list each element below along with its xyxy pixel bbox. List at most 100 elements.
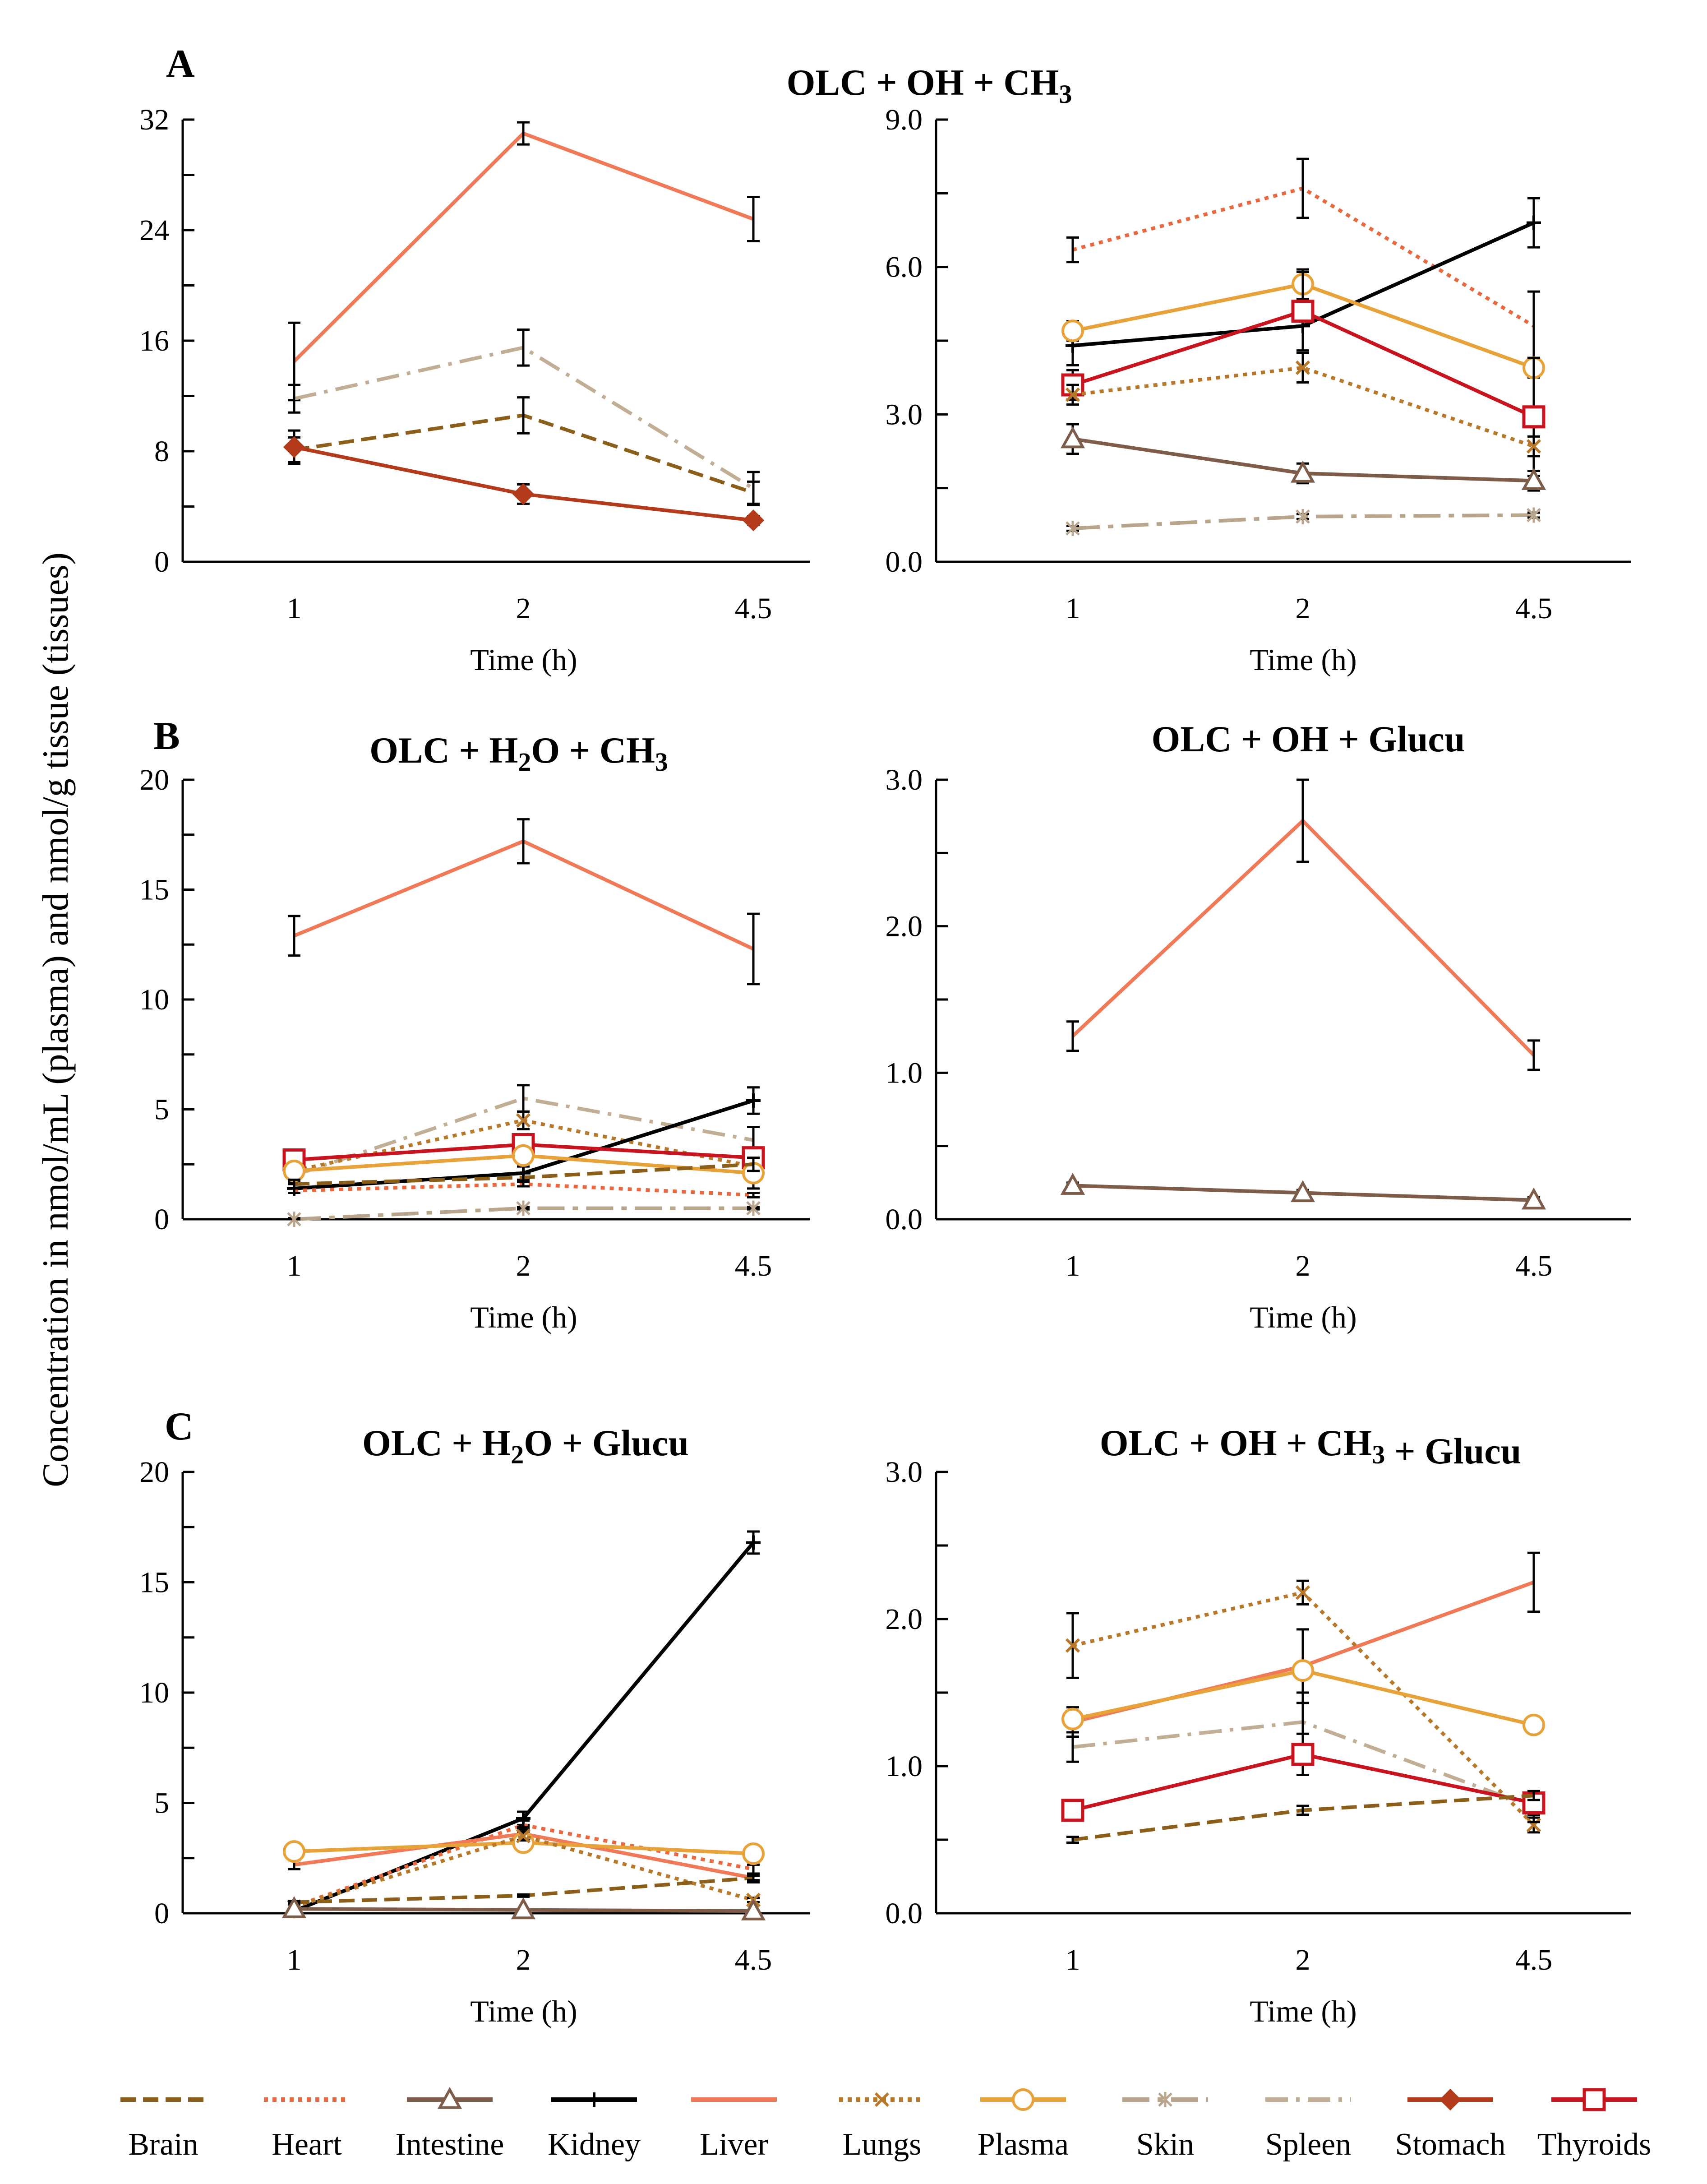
legend-marker <box>1012 2088 1034 2111</box>
data-point <box>1061 319 1084 342</box>
chart-title: OLC + OH + Glucu <box>1152 718 1465 759</box>
data-point <box>1527 215 1541 230</box>
error-bar <box>1066 1835 1079 1844</box>
series-heart <box>288 1180 760 1198</box>
data-point <box>1290 460 1315 483</box>
error-bar <box>747 1874 760 1882</box>
series-intestine <box>281 1896 766 1920</box>
error-bar <box>1527 1551 1540 1613</box>
y-tick-label: 3.0 <box>886 398 923 431</box>
legend-item-kidney: Kidney <box>548 2092 641 2162</box>
data-point <box>746 1200 761 1216</box>
data-point <box>1522 405 1546 429</box>
x-tick-label: 4.5 <box>735 592 772 625</box>
data-point <box>1296 509 1310 524</box>
x-tick-label: 4.5 <box>1515 1943 1553 1976</box>
data-point <box>1291 1743 1315 1766</box>
chart-a-right: 0.0 3.0 6.0 9.0 1 2 4.5 Time (h) <box>886 103 1631 677</box>
error-bar <box>747 196 760 242</box>
x-tick-label: 2 <box>1296 592 1310 625</box>
legend-item-lungs: Lungs <box>839 2092 925 2162</box>
x-axis-label: Time (h) <box>470 1300 577 1334</box>
error-bar <box>1527 1790 1540 1801</box>
legend-item-thyroids: Thyroids <box>1537 2088 1652 2162</box>
x-tick-label: 1 <box>287 592 302 625</box>
data-point <box>1295 1585 1310 1600</box>
series-skin <box>1066 507 1541 536</box>
data-point <box>1521 468 1546 490</box>
x-axis-label: Time (h) <box>470 643 577 677</box>
y-tick-label: 0.0 <box>886 1897 923 1930</box>
y-tick-label: 32 <box>139 103 169 136</box>
legend-item-liver: Liver <box>691 2097 777 2162</box>
series-spleen <box>288 329 760 506</box>
y-tick-label: 1.0 <box>886 1056 923 1089</box>
y-tick-label: 9.0 <box>886 103 923 136</box>
error-bar <box>747 1157 760 1172</box>
y-tick-label: 20 <box>139 763 169 796</box>
error-bar <box>747 1192 760 1198</box>
series-liver <box>1066 778 1540 1071</box>
series-intestine <box>1060 423 1546 492</box>
legend-label: Thyroids <box>1537 2127 1652 2162</box>
data-point <box>283 436 305 458</box>
data-point <box>511 1897 536 1920</box>
data-point <box>1061 1799 1084 1822</box>
x-axis-label: Time (h) <box>1250 1994 1356 2028</box>
series-skin <box>287 1200 761 1227</box>
error-bar <box>1066 236 1079 264</box>
y-tick-label: 0.0 <box>886 1203 923 1236</box>
legend-marker <box>587 2092 601 2107</box>
series-lungs <box>1065 352 1541 458</box>
data-point <box>1527 507 1541 523</box>
x-tick-label: 1 <box>1066 1943 1080 1976</box>
panel-letter-a: A <box>166 42 195 86</box>
legend: Brain Heart Intestine Kidney Liver Lungs Plasm… <box>120 2087 1652 2162</box>
chart-b-left: OLC + H2O + CH3 0 5 10 15 20 1 2 4.5 Time (h) <box>139 730 810 1334</box>
legend-label: Skin <box>1136 2127 1194 2162</box>
panel-letter-c: C <box>165 1405 194 1448</box>
data-point <box>1291 300 1315 323</box>
error-bar <box>1527 1039 1540 1071</box>
data-point <box>741 1898 766 1920</box>
legend-marker <box>874 2092 890 2107</box>
series-line <box>294 346 755 490</box>
data-point <box>1066 520 1080 536</box>
y-tick-label: 15 <box>139 1566 169 1599</box>
series-brain <box>1066 1790 1540 1844</box>
data-point <box>1526 1818 1541 1832</box>
error-bar <box>1066 1020 1079 1052</box>
x-axis-label: Time (h) <box>1250 643 1356 677</box>
data-point <box>1065 1638 1080 1653</box>
legend-item-spleen: Spleen <box>1265 2097 1351 2162</box>
series-plasma <box>1061 1659 1545 1736</box>
legend-item-intestine: Intestine <box>395 2087 504 2162</box>
legend-label: Brain <box>128 2127 198 2162</box>
y-tick-label: 0 <box>154 546 169 578</box>
x-tick-label: 4.5 <box>735 1249 772 1282</box>
error-bar <box>1527 290 1540 362</box>
y-tick-label: 5 <box>154 1093 169 1126</box>
x-tick-label: 2 <box>1296 1249 1310 1282</box>
legend-label: Heart <box>272 2127 342 2162</box>
series-line <box>293 131 754 363</box>
data-point <box>742 509 765 532</box>
chart-title: OLC + H2O + Glucu <box>362 1422 689 1469</box>
y-tick-label: 2.0 <box>886 910 923 943</box>
data-point <box>746 1093 761 1108</box>
y-tick-label: 24 <box>139 214 169 247</box>
y-tick-label: 20 <box>139 1456 169 1489</box>
data-point <box>512 1144 535 1167</box>
chart-c-right: OLC + OH + CH3 + Glucu 0.0 1.0 2.0 3.0 1 2 4.5 T… <box>886 1422 1631 2028</box>
error-bar <box>517 1893 530 1898</box>
y-tick-label: 16 <box>139 324 169 357</box>
series-thyroids <box>1061 271 1546 477</box>
data-point <box>281 1896 307 1918</box>
series-intestine <box>1060 1173 1546 1210</box>
x-tick-label: 2 <box>516 1249 531 1282</box>
x-tick-label: 2 <box>1296 1943 1310 1976</box>
y-tick-label: 15 <box>139 874 169 907</box>
error-bar <box>1296 157 1309 219</box>
series-stomach <box>283 429 765 532</box>
error-bar <box>517 818 530 865</box>
